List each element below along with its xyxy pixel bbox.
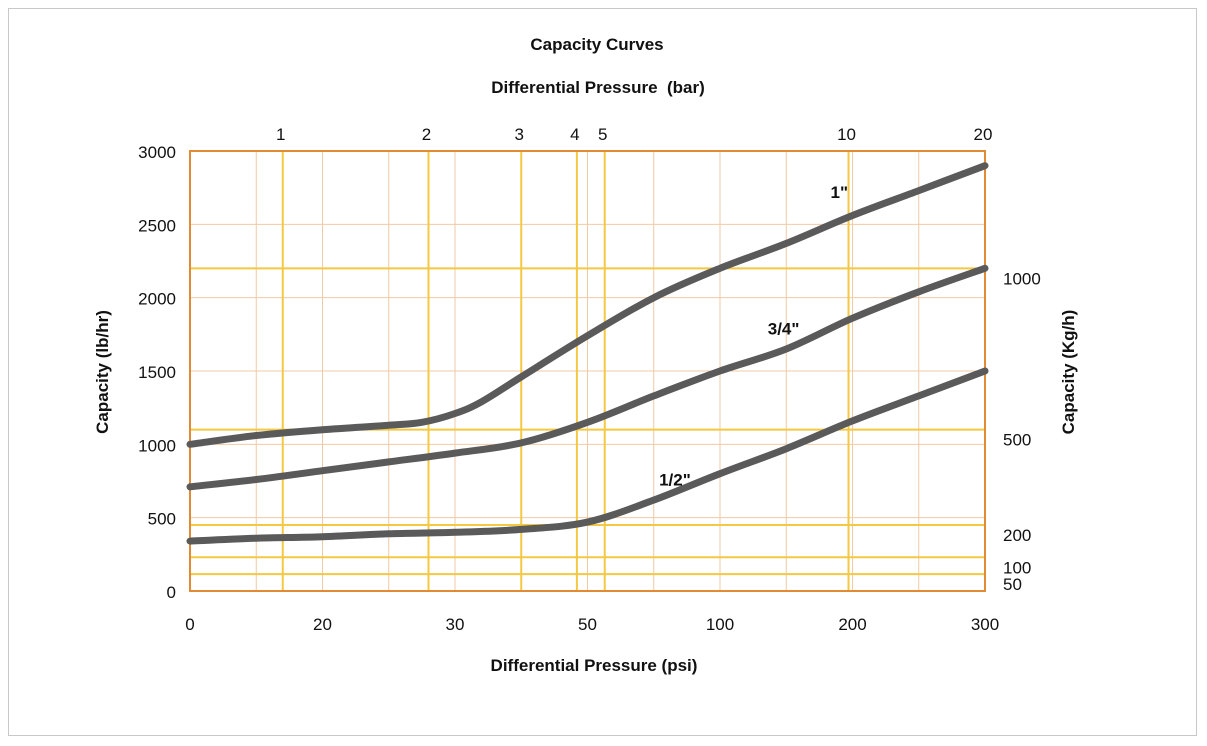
y2-axis-title: Capacity (Kg/h) xyxy=(1059,310,1078,435)
y-tick-label: 500 xyxy=(148,510,176,529)
series-label: 1" xyxy=(830,183,848,202)
series-label: 3/4" xyxy=(768,319,800,338)
right-tick-label: 50 xyxy=(1003,575,1022,594)
chart-frame xyxy=(8,8,1197,736)
top-tick-label: 20 xyxy=(974,125,993,144)
x-axis-title: Differential Pressure (psi) xyxy=(491,656,698,675)
series-line xyxy=(186,264,989,491)
top-tick-label: 5 xyxy=(598,125,607,144)
y-axis-title: Capacity (lb/hr) xyxy=(93,310,112,434)
y-tick-label: 0 xyxy=(167,583,176,602)
y-tick-label: 1000 xyxy=(138,436,176,455)
y-tick-label: 1500 xyxy=(138,363,176,382)
x-tick-label: 0 xyxy=(185,615,194,634)
series-label: 1/2" xyxy=(659,470,691,489)
x-tick-label: 300 xyxy=(971,615,999,634)
x-tick-label: 200 xyxy=(838,615,866,634)
top-tick-label: 1 xyxy=(276,125,285,144)
right-tick-label: 200 xyxy=(1003,526,1031,545)
right-tick-label: 100 xyxy=(1003,558,1031,577)
top-tick-label: 2 xyxy=(422,125,431,144)
series-line xyxy=(186,162,989,448)
x-tick-label: 100 xyxy=(706,615,734,634)
top-tick-label: 10 xyxy=(837,125,856,144)
right-tick-label: 1000 xyxy=(1003,269,1041,288)
y-tick-label: 2000 xyxy=(138,290,176,309)
curves-layer xyxy=(186,162,989,545)
x-tick-label: 50 xyxy=(578,615,597,634)
top-tick-label: 4 xyxy=(570,125,579,144)
series-line xyxy=(186,367,989,545)
y-tick-label: 2500 xyxy=(138,216,176,235)
y-tick-label: 3000 xyxy=(138,143,176,162)
x-tick-label: 30 xyxy=(446,615,465,634)
right-tick-label: 500 xyxy=(1003,431,1031,450)
chart-title: Capacity Curves xyxy=(530,35,663,54)
top-tick-label: 3 xyxy=(515,125,524,144)
x-tick-label: 20 xyxy=(313,615,332,634)
top-axis-title: Differential Pressure (bar) xyxy=(491,78,705,97)
